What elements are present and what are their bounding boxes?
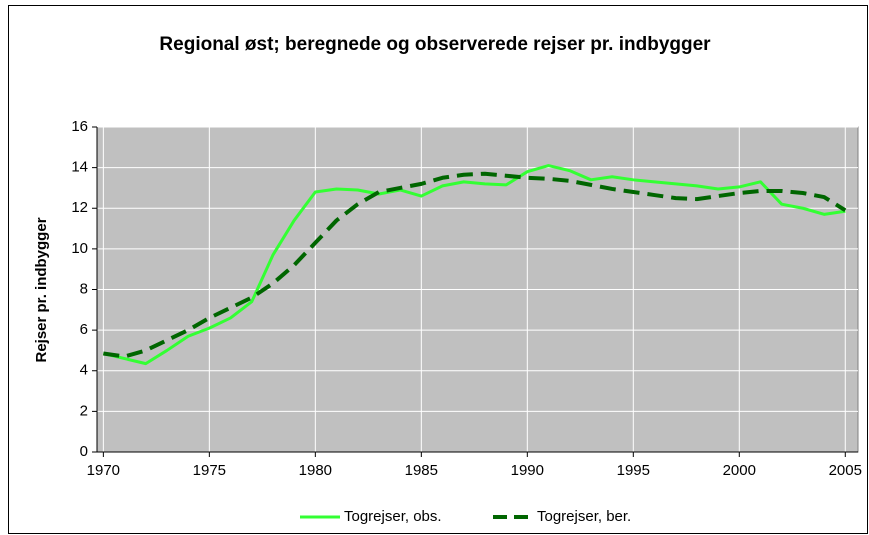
y-tick-label: 6 xyxy=(80,321,88,338)
chart-title: Regional øst; beregnede og observerede r… xyxy=(159,34,711,55)
line-series xyxy=(103,171,847,359)
y-tick-label: 12 xyxy=(71,199,88,216)
x-tick-label: 1995 xyxy=(617,462,650,479)
x-tick-label: 2000 xyxy=(723,462,756,479)
y-tick-label: 0 xyxy=(80,443,88,460)
y-axis-label: Rejser pr. indbygger xyxy=(33,217,50,362)
y-tick-label: 16 xyxy=(71,118,88,135)
x-tick-label: 1970 xyxy=(87,462,120,479)
legend-label: Togrejser, obs. xyxy=(344,508,442,525)
x-tick-label: 1975 xyxy=(193,462,226,479)
legend-label: Togrejser, ber. xyxy=(537,508,631,525)
y-tick-label: 10 xyxy=(71,240,88,257)
x-tick-label: 1985 xyxy=(405,462,438,479)
y-tick-label: 8 xyxy=(80,280,88,297)
y-tick-label: 2 xyxy=(80,402,88,419)
x-tick-label: 2005 xyxy=(829,462,862,479)
y-tick-label: 14 xyxy=(71,159,88,176)
y-tick-label: 4 xyxy=(80,362,88,379)
line-series xyxy=(103,164,846,366)
x-tick-label: 1980 xyxy=(299,462,332,479)
x-tick-label: 1990 xyxy=(511,462,544,479)
